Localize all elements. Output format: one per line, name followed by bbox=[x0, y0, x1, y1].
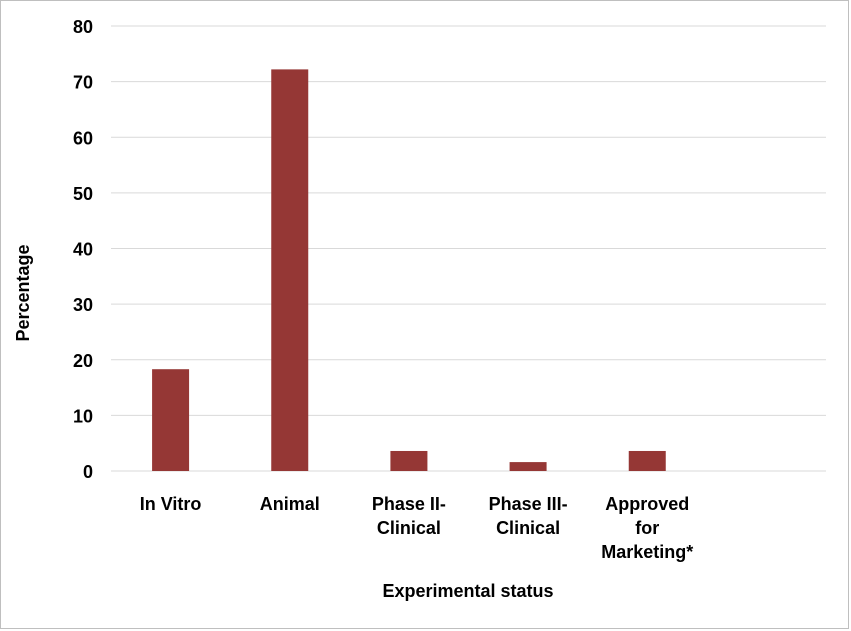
bar bbox=[509, 462, 547, 471]
x-tick-label: Approved for Marketing* bbox=[601, 494, 693, 562]
x-tick-labels: In Vitro Animal Phase II-Clinical Phase III… bbox=[140, 494, 694, 562]
y-tick-label: 20 bbox=[73, 351, 93, 371]
x-tick-label: Animal bbox=[260, 494, 320, 514]
x-axis-title: Experimental status bbox=[382, 581, 553, 601]
bar bbox=[628, 450, 666, 471]
bar bbox=[390, 450, 428, 471]
y-tick-label: 80 bbox=[73, 17, 93, 37]
bar bbox=[152, 369, 190, 471]
y-axis-title: Percentage bbox=[13, 244, 33, 341]
gridlines bbox=[111, 25, 826, 472]
y-tick-label: 0 bbox=[83, 462, 93, 482]
y-tick-label: 10 bbox=[73, 406, 93, 426]
y-tick-label: 70 bbox=[73, 73, 93, 93]
y-tick-label: 50 bbox=[73, 184, 93, 204]
x-tick-label: In Vitro bbox=[140, 494, 202, 514]
y-tick-labels: 0 10 20 30 40 50 60 70 80 bbox=[73, 17, 93, 482]
y-tick-label: 60 bbox=[73, 128, 93, 148]
bar bbox=[271, 69, 309, 471]
x-tick-label: Phase II-Clinical bbox=[372, 494, 446, 538]
bars bbox=[152, 69, 666, 471]
y-tick-label: 30 bbox=[73, 295, 93, 315]
y-tick-label: 40 bbox=[73, 240, 93, 260]
x-tick-label: Phase III-Clinical bbox=[489, 494, 568, 538]
